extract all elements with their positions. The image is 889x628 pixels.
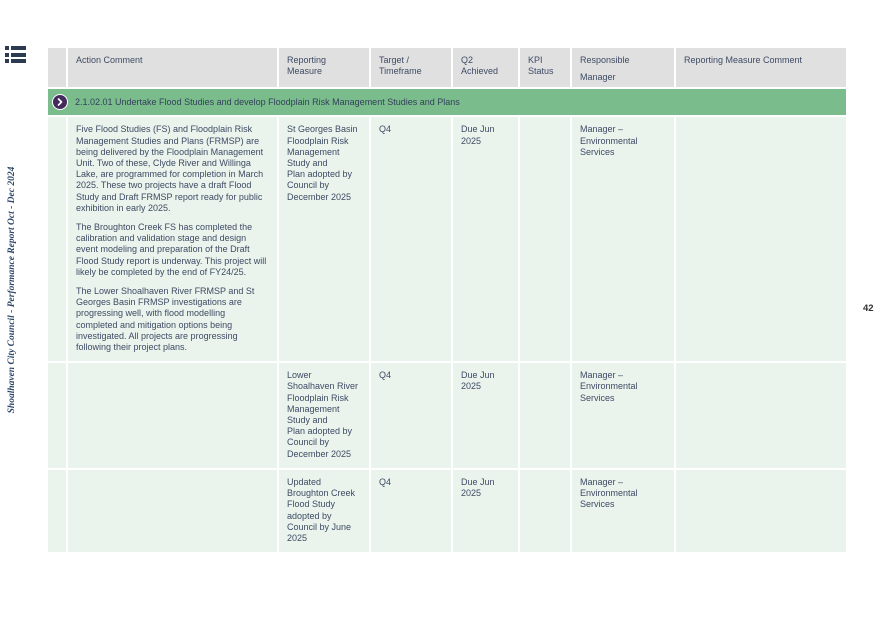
list-icon-row (5, 52, 26, 57)
list-bar (11, 59, 26, 63)
action-banner: 2.1.02.01 Undertake Flood Studies and de… (48, 89, 846, 115)
q2-achieved-cell: Due Jun 2025 (453, 469, 518, 553)
action-comment-cell (68, 469, 277, 553)
header-row: Action Comment Reporting Measure Target … (48, 48, 846, 88)
action-comment-cell (68, 363, 277, 468)
reporting-measure-comment-cell (676, 117, 846, 362)
performance-table: Action Comment Reporting Measure Target … (46, 46, 848, 554)
table-row: Lower Shoalhaven River Floodplain Risk M… (48, 363, 846, 468)
action-banner-label: 2.1.02.01 Undertake Flood Studies and de… (75, 96, 460, 107)
table-row: Five Flood Studies (FS) and Floodplain R… (48, 117, 846, 362)
target-timeframe-cell: Q4 (371, 117, 451, 362)
table-row: Updated Broughton Creek Flood Study adop… (48, 469, 846, 553)
kpi-status-cell (520, 469, 570, 553)
reporting-measure-comment-cell (676, 469, 846, 553)
reporting-measure-cell: St Georges Basin Floodplain Risk Managem… (279, 117, 369, 362)
header-action-comment: Action Comment (68, 48, 277, 88)
action-comment-paragraph: The Lower Shoalhaven River FRMSP and St … (76, 286, 255, 353)
list-bullet (5, 59, 9, 63)
list-bullet (5, 46, 9, 50)
q2-achieved-cell: Due Jun 2025 (453, 363, 518, 468)
action-comment-paragraph: Five Flood Studies (FS) and Floodplain R… (76, 124, 264, 213)
chevron-right-icon[interactable] (52, 94, 68, 111)
target-timeframe-cell: Q4 (371, 363, 451, 468)
header-kpi-status: KPI Status (520, 48, 570, 88)
list-icon-row (5, 59, 26, 63)
header-target-timeframe: Target / Timeframe (371, 48, 451, 88)
header-reporting-measure-comment: Reporting Measure Comment (676, 48, 846, 88)
action-comment-paragraph: The Broughton Creek FS has completed the… (76, 222, 267, 277)
reporting-measure-comment-cell (676, 363, 846, 468)
target-timeframe-cell: Q4 (371, 469, 451, 553)
list-bullet (5, 52, 9, 57)
list-icon[interactable] (5, 46, 26, 63)
row-icon-cell (48, 469, 66, 553)
header-reporting-measure: Reporting Measure (279, 48, 369, 88)
kpi-status-cell (520, 117, 570, 362)
responsible-manager-cell: Manager – Environmental Services (572, 363, 674, 468)
list-bar (11, 52, 26, 57)
report-sidebar-title: Shoalhaven City Council - Performance Re… (7, 166, 17, 414)
reporting-measure-cell: Lower Shoalhaven River Floodplain Risk M… (279, 363, 369, 468)
header-icon-cell (48, 48, 66, 88)
action-comment-cell: Five Flood Studies (FS) and Floodplain R… (68, 117, 277, 362)
reporting-measure-cell: Updated Broughton Creek Flood Study adop… (279, 469, 369, 553)
header-responsible-line1: Responsible (580, 55, 630, 65)
action-banner-row: 2.1.02.01 Undertake Flood Studies and de… (48, 89, 846, 116)
kpi-status-cell (520, 363, 570, 468)
row-icon-cell (48, 363, 66, 468)
list-icon-row (5, 46, 26, 50)
header-responsible-line2: Manager (580, 72, 616, 83)
q2-achieved-cell: Due Jun 2025 (453, 117, 518, 362)
list-bar (11, 46, 26, 50)
responsible-manager-cell: Manager – Environmental Services (572, 469, 674, 553)
responsible-manager-cell: Manager – Environmental Services (572, 117, 674, 362)
header-q2-achieved: Q2 Achieved (453, 48, 518, 88)
page-number: 42 (863, 303, 874, 314)
header-responsible-manager: Responsible Manager (572, 48, 674, 88)
row-icon-cell (48, 117, 66, 362)
